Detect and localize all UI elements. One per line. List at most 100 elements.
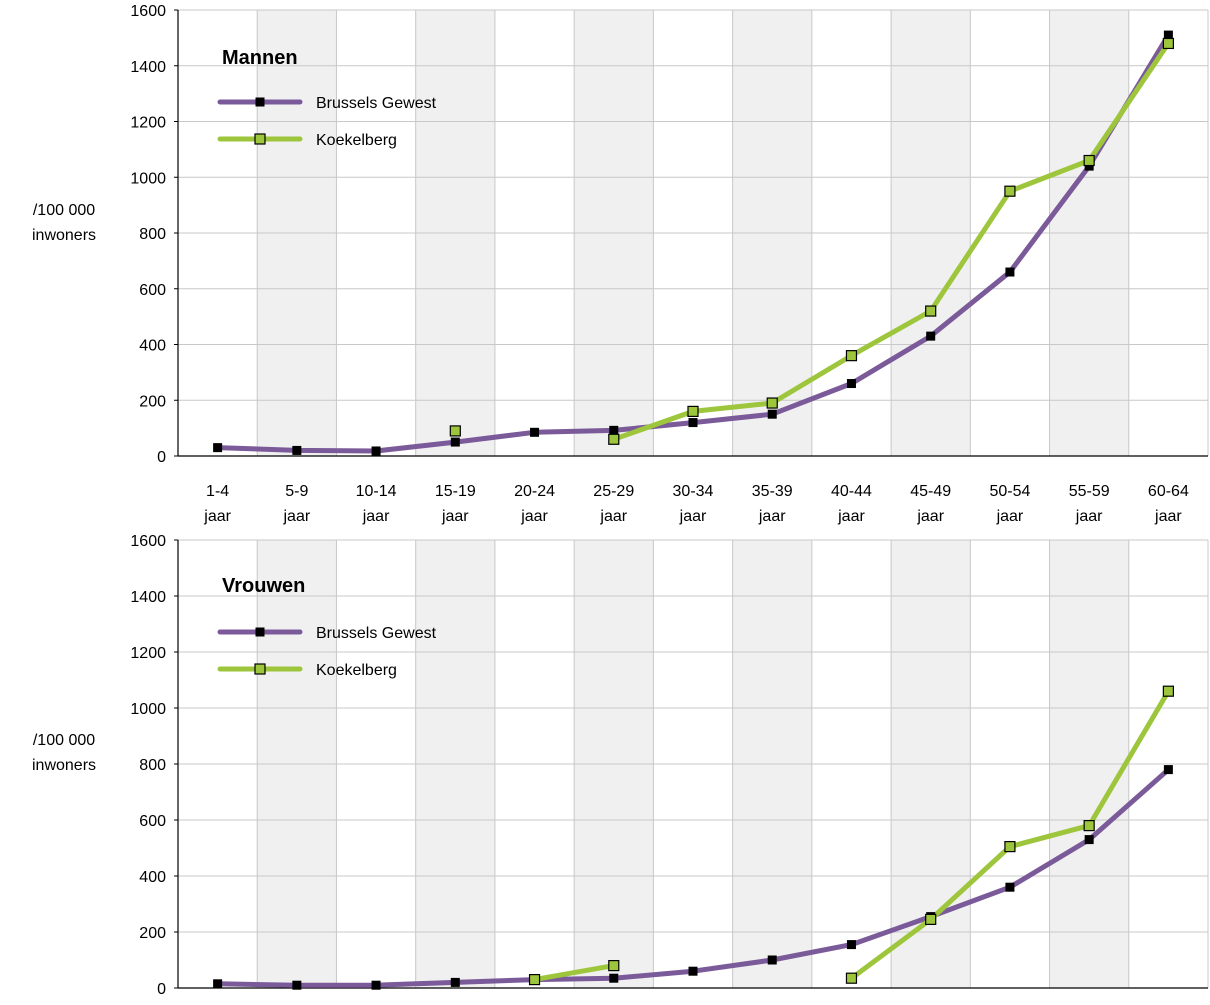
data-point-koekelberg xyxy=(608,959,620,972)
x-tick-label-unit: jaar xyxy=(362,508,390,525)
data-point-brussels-gewest xyxy=(1163,30,1173,40)
data-point-brussels-gewest xyxy=(292,445,302,455)
data-point-brussels-gewest xyxy=(767,409,777,419)
y-tick-label: 1600 xyxy=(130,3,166,20)
y-tick-label: 1400 xyxy=(130,589,166,606)
legend-marker-brussels-gewest xyxy=(255,97,265,107)
y-axis-label: /100 000 xyxy=(33,202,95,219)
chart-panel-vrouwen: 0 200 400 600 800 1000 1200 1400 1600/100 000 inw… xyxy=(32,533,1209,998)
data-point-brussels-gewest xyxy=(688,418,698,428)
x-tick-label-unit: jaar xyxy=(1075,508,1103,525)
data-point-brussels-gewest xyxy=(846,940,856,950)
data-point-koekelberg xyxy=(1162,685,1174,697)
data-point-brussels-gewest xyxy=(1005,267,1015,277)
y-tick-label: 800 xyxy=(139,226,166,243)
panel-title: Mannen xyxy=(222,47,298,69)
data-point-brussels-gewest xyxy=(688,966,698,976)
x-tick-label: 1-4 xyxy=(206,483,229,500)
data-point-koekelberg xyxy=(1004,185,1016,197)
data-point-koekelberg xyxy=(925,305,937,317)
y-axis-label: /100 000 xyxy=(33,732,95,749)
y-tick-label: 1000 xyxy=(130,170,166,187)
legend-label-brussels-gewest: Brussels Gewest xyxy=(316,625,437,642)
y-tick-label: 1200 xyxy=(130,645,166,662)
legend-label-koekelberg: Koekelberg xyxy=(316,662,397,679)
panel-title: Vrouwen xyxy=(222,575,305,597)
data-point-koekelberg xyxy=(528,973,541,986)
data-point-brussels-gewest xyxy=(609,973,619,983)
chart-panel-mannen: 0 200 400 600 800 1000 1200 1400 1600/100 000 inw… xyxy=(32,3,1209,525)
legend: Brussels Gewest Koekelberg xyxy=(217,95,437,149)
data-point-koekelberg xyxy=(766,397,778,409)
data-point-brussels-gewest xyxy=(530,427,540,437)
x-tick-label: 40-44 xyxy=(831,483,872,500)
y-tick-label: 1200 xyxy=(130,115,166,132)
x-tick-label-unit: jaar xyxy=(758,508,786,525)
y-tick-label: 400 xyxy=(139,338,166,355)
x-tick-label-unit: jaar xyxy=(599,508,627,525)
data-point-brussels-gewest xyxy=(450,977,460,987)
data-point-brussels-gewest xyxy=(609,425,619,435)
series-line-koekelberg xyxy=(611,40,1171,442)
x-tick-label: 20-24 xyxy=(514,483,555,500)
data-point-brussels-gewest xyxy=(1163,765,1173,775)
x-tick-label: 45-49 xyxy=(910,483,951,500)
x-tick-label-unit: jaar xyxy=(1154,508,1182,525)
data-point-koekelberg xyxy=(1162,37,1174,50)
data-point-koekelberg xyxy=(687,405,699,417)
data-point-koekelberg xyxy=(925,913,937,926)
data-point-brussels-gewest xyxy=(213,979,223,989)
data-point-brussels-gewest xyxy=(846,379,856,389)
y-tick-label: 0 xyxy=(157,449,166,466)
data-point-brussels-gewest xyxy=(450,437,460,447)
x-tick-label-unit: jaar xyxy=(996,508,1024,525)
series-line-koekelberg xyxy=(532,963,617,983)
data-point-koekelberg xyxy=(1004,840,1016,853)
data-point-brussels-gewest xyxy=(371,446,381,456)
x-tick-label-unit: jaar xyxy=(916,508,944,525)
x-tick-label-unit: jaar xyxy=(441,508,469,525)
legend-marker-brussels-gewest xyxy=(255,627,265,637)
x-tick-label: 50-54 xyxy=(989,483,1030,500)
series-line-brussels-gewest xyxy=(215,767,1171,988)
x-tick-label: 60-64 xyxy=(1148,483,1189,500)
data-point-koekelberg xyxy=(1083,819,1095,832)
y-tick-label: 200 xyxy=(139,393,166,410)
y-tick-label: 200 xyxy=(139,925,166,942)
data-point-koekelberg xyxy=(1083,154,1095,167)
legend-label-koekelberg: Koekelberg xyxy=(316,132,397,149)
legend-marker-koekelberg xyxy=(254,663,266,675)
data-point-koekelberg xyxy=(608,433,620,445)
x-tick-label: 15-19 xyxy=(435,483,476,500)
x-tick-label: 35-39 xyxy=(752,483,793,500)
data-point-brussels-gewest xyxy=(1005,882,1015,892)
y-tick-label: 800 xyxy=(139,757,166,774)
x-tick-label-unit: jaar xyxy=(283,508,311,525)
data-point-brussels-gewest xyxy=(926,331,936,341)
data-point-brussels-gewest xyxy=(767,955,777,965)
legend-label-brussels-gewest: Brussels Gewest xyxy=(316,95,437,112)
legend: Brussels Gewest Koekelberg xyxy=(217,625,437,679)
data-point-brussels-gewest xyxy=(371,980,381,990)
x-tick-label: 10-14 xyxy=(356,483,397,500)
data-point-koekelberg xyxy=(845,972,858,984)
x-tick-label: 25-29 xyxy=(593,483,634,500)
y-axis-label: inwoners xyxy=(32,757,96,774)
legend-marker-koekelberg xyxy=(254,133,266,145)
x-tick-label: 5-9 xyxy=(285,483,308,500)
y-tick-label: 1600 xyxy=(130,533,166,550)
y-axis-label: inwoners xyxy=(32,227,96,244)
y-tick-label: 1400 xyxy=(130,59,166,76)
x-tick-label-unit: jaar xyxy=(520,508,548,525)
x-tick-label-unit: jaar xyxy=(203,508,231,525)
y-tick-label: 600 xyxy=(139,282,166,299)
data-point-koekelberg xyxy=(845,350,858,362)
y-tick-label: 600 xyxy=(139,813,166,830)
y-tick-label: 400 xyxy=(139,869,166,886)
data-point-koekelberg xyxy=(449,425,461,437)
x-tick-label-unit: jaar xyxy=(837,508,865,525)
y-tick-label: 1000 xyxy=(130,701,166,718)
y-tick-label: 0 xyxy=(157,981,166,998)
